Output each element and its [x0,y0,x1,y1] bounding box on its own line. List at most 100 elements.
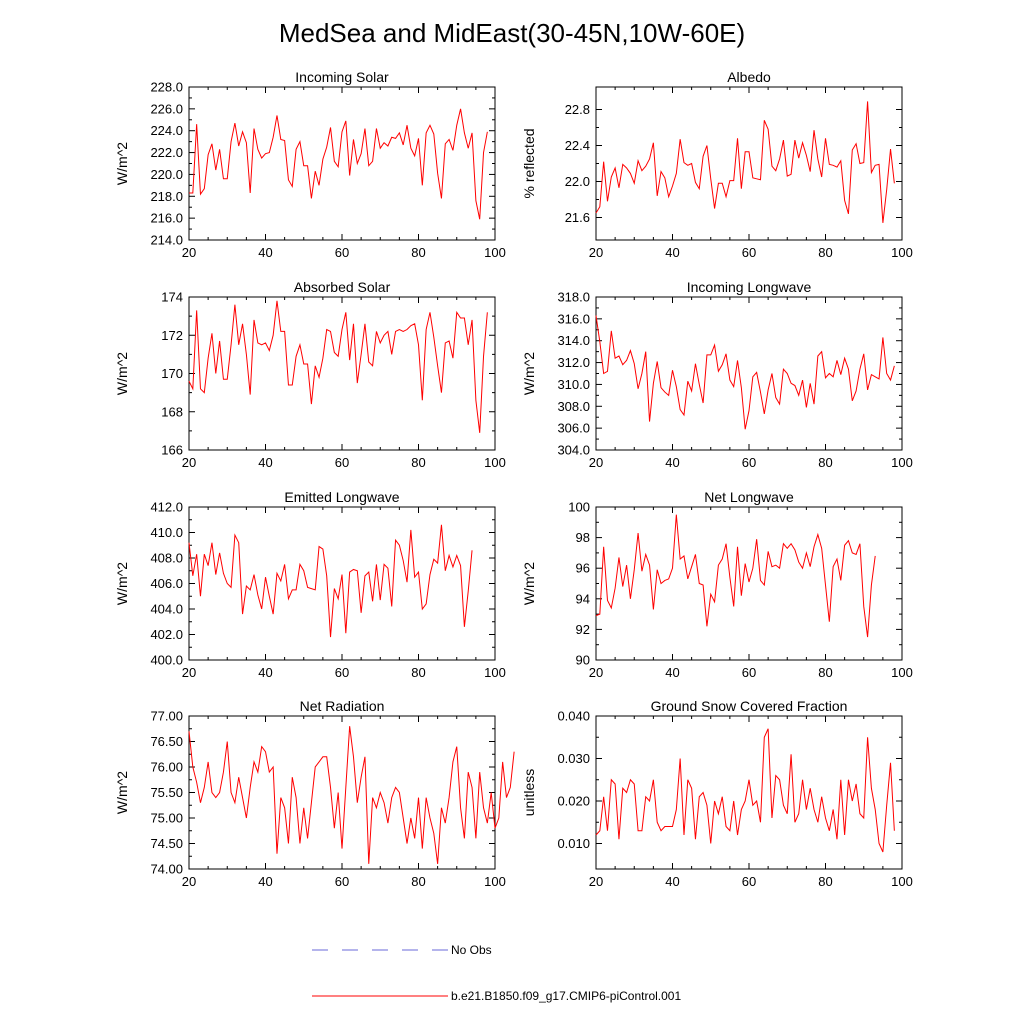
panel-title-emitted-longwave: Emitted Longwave [284,489,399,505]
x-tick-label: 80 [818,665,832,680]
y-tick-label: 0.030 [557,751,590,766]
legend-obs-label: No Obs [451,943,492,957]
x-tick-label: 60 [742,874,756,889]
plot-frame-absorbed-solar [188,296,496,451]
plot-frame-emitted-longwave [188,506,496,661]
series-line-net-longwave [595,514,876,638]
y-tick-label: 166 [161,443,183,458]
y-tick-label: 172 [161,328,183,343]
y-axis-label-net-radiation: W/m^2 [114,771,130,814]
y-tick-label: 22.0 [565,174,590,189]
x-tick-label: 60 [742,665,756,680]
legend: No Obs b.e21.B1850.f09_g17.CMIP6-piContr… [312,943,681,1003]
panel-emitted-longwave: Emitted Longwave W/m^2 20 40 60 80 100 400.0 402… [114,489,506,680]
panel-title-absorbed-solar: Absorbed Solar [294,279,391,295]
x-tick-label: 100 [484,874,506,889]
x-tick-label: 40 [258,245,272,260]
legend-model-label: b.e21.B1850.f09_g17.CMIP6-piControl.001 [451,989,681,1003]
plot-frame-net-longwave [595,506,903,661]
panel-title-net-radiation: Net Radiation [300,698,385,714]
x-tick-label: 80 [411,245,425,260]
y-tick-label: 410.0 [150,525,183,540]
panel-title-incoming-solar: Incoming Solar [295,69,389,85]
y-tick-label: 98 [576,530,590,545]
y-tick-label: 100 [568,500,590,515]
series-line-net-radiation [188,726,515,864]
y-tick-label: 21.6 [565,210,590,225]
x-tick-label: 80 [818,455,832,470]
x-tick-label: 100 [891,245,913,260]
y-tick-label: 75.00 [150,811,183,826]
y-tick-label: 0.020 [557,794,590,809]
y-tick-label: 216.0 [150,211,183,226]
panel-title-net-longwave: Net Longwave [704,489,794,505]
y-tick-label: 0.010 [557,836,590,851]
y-tick-label: 94 [576,591,590,606]
panel-net-longwave: Net Longwave W/m^2 20 40 60 80 100 90 92 94 96 98 10… [521,489,913,680]
y-axis-label-incoming-solar: W/m^2 [114,142,130,185]
series-line-incoming-solar [189,108,488,220]
y-tick-label: 316.0 [557,311,590,326]
y-tick-label: 318.0 [557,290,590,305]
x-tick-label: 100 [891,665,913,680]
y-tick-label: 412.0 [150,500,183,515]
y-tick-label: 170 [161,366,183,381]
y-tick-label: 218.0 [150,189,183,204]
y-tick-label: 306.0 [557,421,590,436]
panel-albedo: Albedo % reflected 20 40 60 80 100 21.6 22.0 22.4… [521,69,913,260]
y-tick-label: 22.4 [565,138,590,153]
figure-title: MedSea and MidEast(30-45N,10W-60E) [279,18,745,48]
x-tick-label: 80 [411,455,425,470]
x-tick-label: 20 [589,455,603,470]
x-tick-label: 40 [665,874,679,889]
x-tick-label: 80 [411,874,425,889]
y-tick-label: 22.8 [565,102,590,117]
series-line-emitted-longwave [188,524,473,638]
y-tick-label: 402.0 [150,627,183,642]
y-tick-label: 77.00 [150,709,183,724]
y-tick-label: 174 [161,290,183,305]
panel-ground-snow-covered-fraction: Ground Snow Covered Fraction unitless 20 40… [521,698,913,889]
x-tick-label: 60 [335,455,349,470]
x-tick-label: 100 [484,665,506,680]
series-line-ground-snow-covered-fraction [595,728,895,853]
y-tick-label: 400.0 [150,653,183,668]
x-tick-label: 20 [182,665,196,680]
panel-incoming-longwave: Incoming Longwave W/m^2 20 40 60 80 100 304.0 30… [521,279,913,470]
y-tick-label: 76.50 [150,734,183,749]
y-tick-label: 314.0 [557,333,590,348]
x-tick-label: 20 [182,455,196,470]
y-axis-label-albedo: % reflected [521,128,537,198]
x-tick-label: 80 [818,874,832,889]
y-axis-label-net-longwave: W/m^2 [521,562,537,605]
y-tick-label: 304.0 [557,443,590,458]
x-tick-label: 100 [484,455,506,470]
x-tick-label: 20 [589,665,603,680]
y-tick-label: 92 [576,622,590,637]
x-tick-label: 40 [665,455,679,470]
x-tick-label: 60 [335,874,349,889]
panels: Incoming Solar W/m^2 20 40 60 80 100 214.0 216.0… [114,69,913,889]
x-tick-label: 40 [258,665,272,680]
plot-frame-albedo [595,86,903,241]
y-tick-label: 168 [161,404,183,419]
y-axis-label-ground-snow-covered-fraction: unitless [521,769,537,816]
y-tick-label: 308.0 [557,399,590,414]
x-tick-label: 100 [891,874,913,889]
y-tick-label: 90 [576,653,590,668]
panel-incoming-solar: Incoming Solar W/m^2 20 40 60 80 100 214.0 216.0… [114,69,506,260]
y-axis-label-absorbed-solar: W/m^2 [114,352,130,395]
y-tick-label: 0.040 [557,709,590,724]
y-tick-label: 224.0 [150,123,183,138]
panel-absorbed-solar: Absorbed Solar W/m^2 20 40 60 80 100 166 168 170 1… [114,279,506,470]
series-line-albedo [595,101,895,223]
x-tick-label: 60 [335,245,349,260]
plot-frame-incoming-solar [188,86,496,241]
y-axis-label-emitted-longwave: W/m^2 [114,562,130,605]
x-tick-label: 60 [742,455,756,470]
x-tick-label: 20 [182,874,196,889]
y-tick-label: 226.0 [150,101,183,116]
x-tick-label: 40 [258,455,272,470]
x-tick-label: 20 [182,245,196,260]
